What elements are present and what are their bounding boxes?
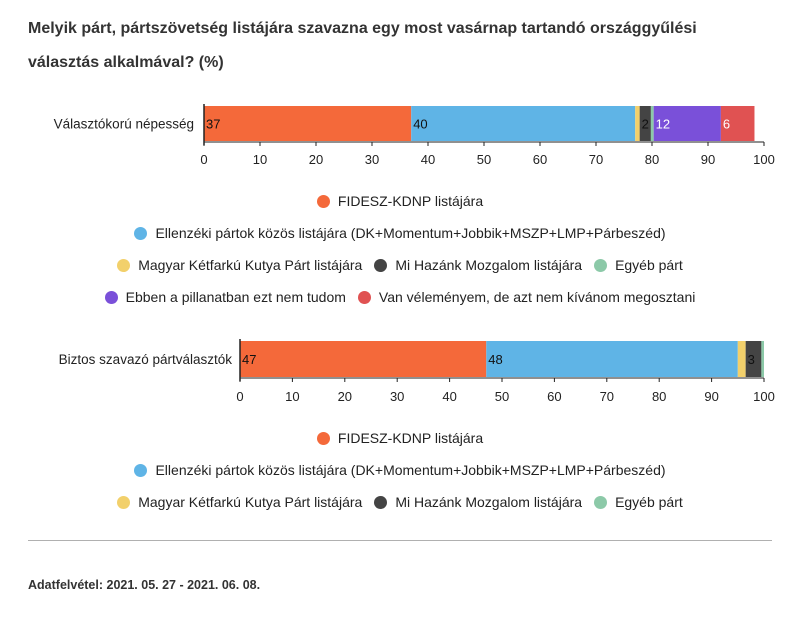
x-tick-label: 80 bbox=[652, 389, 666, 404]
legend-swatch bbox=[104, 290, 118, 304]
legend-row: Ellenzéki pártok közös listájára (DK+Mom… bbox=[0, 454, 800, 486]
legend-chart-2: FIDESZ-KDNP listájára Ellenzéki pártok kö… bbox=[0, 422, 800, 518]
legend-item-fidesz: FIDESZ-KDNP listájára bbox=[316, 193, 484, 209]
legend-swatch bbox=[117, 495, 131, 509]
legend-label: Egyéb párt bbox=[615, 494, 683, 510]
x-tick-label: 70 bbox=[589, 152, 603, 167]
x-tick-label: 0 bbox=[200, 152, 207, 167]
x-tick-label: 60 bbox=[533, 152, 547, 167]
category-label: Választókorú népesség bbox=[54, 117, 194, 132]
data-label-fidesz: 37 bbox=[206, 117, 220, 132]
bar-segment-mihazank bbox=[639, 106, 651, 141]
category-label: Biztos szavazó pártválasztók bbox=[59, 352, 233, 367]
x-tick-label: 10 bbox=[253, 152, 267, 167]
x-tick-label: 60 bbox=[547, 389, 561, 404]
bar-segment-egyeb bbox=[650, 106, 654, 141]
bar-segment-mkkp bbox=[737, 341, 746, 377]
legend-label: Magyar Kétfarkú Kutya Párt listájára bbox=[138, 494, 363, 510]
legend-row: FIDESZ-KDNP listájára bbox=[0, 185, 800, 217]
data-label-mihazank: 2 bbox=[642, 117, 649, 132]
data-label-ellenzek: 40 bbox=[413, 117, 427, 132]
x-tick-label: 90 bbox=[701, 152, 715, 167]
bar-segment-ellenzek bbox=[411, 106, 636, 141]
x-tick-label: 20 bbox=[338, 389, 352, 404]
bar-segment-fidesz bbox=[204, 106, 412, 141]
legend-swatch bbox=[594, 495, 608, 509]
legend-row: Ebben a pillanatban ezt nem tudom Van vél… bbox=[0, 281, 800, 313]
x-tick-label: 50 bbox=[477, 152, 491, 167]
legend-row: Magyar Kétfarkú Kutya Párt listájára Mi H… bbox=[0, 486, 800, 518]
legend-row: FIDESZ-KDNP listájára bbox=[0, 422, 800, 454]
x-tick-label: 50 bbox=[495, 389, 509, 404]
divider bbox=[28, 540, 772, 541]
survey-date-footer: Adatfelvétel: 2021. 05. 27 - 2021. 06. 0… bbox=[28, 578, 261, 592]
data-label-fidesz: 47 bbox=[242, 352, 256, 367]
legend-item-ellenzek: Ellenzéki pártok közös listájára (DK+Mom… bbox=[134, 462, 666, 478]
x-tick-label: 80 bbox=[645, 152, 659, 167]
legend-row: Ellenzéki pártok közös listájára (DK+Mom… bbox=[0, 217, 800, 249]
legend-swatch bbox=[134, 463, 148, 477]
legend-item-egyeb: Egyéb párt bbox=[594, 494, 683, 510]
legend-label: Magyar Kétfarkú Kutya Párt listájára bbox=[138, 257, 363, 273]
data-label-nemtudom: 12 bbox=[656, 117, 670, 132]
legend-swatch bbox=[316, 194, 330, 208]
x-tick-label: 20 bbox=[309, 152, 323, 167]
legend-swatch bbox=[374, 258, 388, 272]
legend-swatch bbox=[117, 258, 131, 272]
x-tick-label: 30 bbox=[390, 389, 404, 404]
legend-swatch bbox=[134, 226, 148, 240]
legend-swatch bbox=[374, 495, 388, 509]
x-tick-label: 70 bbox=[600, 389, 614, 404]
legend-item-nemmondja: Van véleményem, de azt nem kívánom megos… bbox=[357, 289, 696, 305]
x-tick-label: 40 bbox=[442, 389, 456, 404]
bar-segment-nemmondja bbox=[720, 106, 755, 141]
legend-item-mihazank: Mi Hazánk Mozgalom listájára bbox=[374, 494, 582, 510]
legend-row: Magyar Kétfarkú Kutya Párt listájára Mi H… bbox=[0, 249, 800, 281]
legend-item-mkkp: Magyar Kétfarkú Kutya Párt listájára bbox=[117, 257, 362, 273]
bar-segment-egyeb bbox=[761, 341, 764, 377]
bar-segment-fidesz bbox=[240, 341, 487, 377]
legend-label: Ellenzéki pártok közös listájára (DK+Mom… bbox=[155, 225, 666, 241]
legend-label: FIDESZ-KDNP listájára bbox=[337, 430, 484, 446]
x-tick-label: 100 bbox=[753, 152, 775, 167]
x-tick-label: 100 bbox=[753, 389, 775, 404]
legend-item-mihazank: Mi Hazánk Mozgalom listájára bbox=[374, 257, 582, 273]
legend-item-ellenzek: Ellenzéki pártok közös listájára (DK+Mom… bbox=[134, 225, 666, 241]
legend-swatch bbox=[357, 290, 371, 304]
x-tick-label: 0 bbox=[236, 389, 243, 404]
legend-label: Ebben a pillanatban ezt nem tudom bbox=[125, 289, 346, 305]
legend-label: Egyéb párt bbox=[615, 257, 683, 273]
legend-label: Ellenzéki pártok közös listájára (DK+Mom… bbox=[155, 462, 666, 478]
x-tick-label: 30 bbox=[365, 152, 379, 167]
legend-item-fidesz: FIDESZ-KDNP listájára bbox=[316, 430, 484, 446]
legend-label: Mi Hazánk Mozgalom listájára bbox=[395, 494, 583, 510]
bar-segment-ellenzek bbox=[486, 341, 738, 377]
legend-swatch bbox=[594, 258, 608, 272]
data-label-nemmondja: 6 bbox=[723, 117, 730, 132]
bar-segment-mihazank bbox=[745, 341, 762, 377]
x-tick-label: 90 bbox=[704, 389, 718, 404]
legend-swatch bbox=[316, 431, 330, 445]
chart-title: Melyik párt, pártszövetség listájára sza… bbox=[28, 20, 697, 71]
bar-segment-mkkp bbox=[635, 106, 640, 141]
data-label-mihazank: 3 bbox=[748, 352, 755, 367]
legend-label: Mi Hazánk Mozgalom listájára bbox=[395, 257, 583, 273]
legend-label: Van véleményem, de azt nem kívánom megos… bbox=[378, 289, 696, 305]
legend-item-nemtudom: Ebben a pillanatban ezt nem tudom bbox=[104, 289, 346, 305]
x-tick-label: 40 bbox=[421, 152, 435, 167]
legend-label: FIDESZ-KDNP listájára bbox=[337, 193, 484, 209]
data-label-ellenzek: 48 bbox=[488, 352, 502, 367]
bar-segment-nemtudom bbox=[653, 106, 721, 141]
x-tick-label: 10 bbox=[285, 389, 299, 404]
legend-item-egyeb: Egyéb párt bbox=[594, 257, 683, 273]
legend-chart-1: FIDESZ-KDNP listájára Ellenzéki pártok kö… bbox=[0, 185, 800, 313]
legend-item-mkkp: Magyar Kétfarkú Kutya Párt listájára bbox=[117, 494, 362, 510]
